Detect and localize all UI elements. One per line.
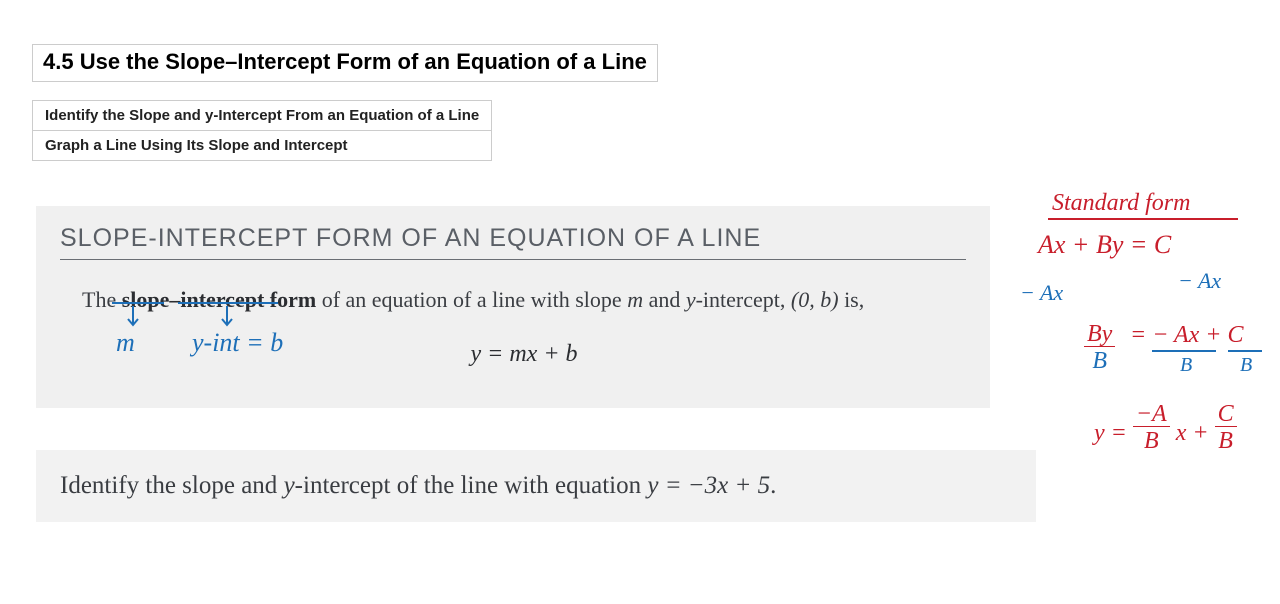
- problem-text: Identify the slope and y-intercept of th…: [60, 472, 1012, 500]
- problem-y: y: [284, 472, 295, 499]
- var-m: m: [627, 287, 643, 312]
- side-eq3: y = −AB x + CB: [1094, 402, 1237, 456]
- problem-lead2: -intercept of the line with equation: [295, 472, 648, 499]
- side-eq2-den1: B: [1180, 354, 1192, 377]
- eq3-f2-num: C: [1215, 402, 1237, 427]
- eq2-lhs-den: B: [1084, 347, 1115, 376]
- objective-item: Graph a Line Using Its Slope and Interce…: [33, 130, 491, 160]
- side-eq1: Ax + By = C: [1038, 230, 1171, 260]
- side-eq2-den2: B: [1240, 354, 1252, 377]
- section-heading: 4.5 Use the Slope–Intercept Form of an E…: [32, 44, 658, 82]
- eq3-f2-den: B: [1215, 427, 1237, 456]
- definition-title: SLOPE-INTERCEPT FORM OF AN EQUATION OF A…: [60, 224, 966, 260]
- objectives-box: Identify the Slope and y-Intercept From …: [32, 100, 492, 161]
- def-text: and: [643, 287, 686, 312]
- eq3-mid: x +: [1176, 420, 1209, 446]
- problem-lead: Identify the slope and: [60, 472, 284, 499]
- underline-slope: [112, 300, 172, 314]
- def-text: of an equation of a line with slope: [316, 287, 627, 312]
- eq3-lhs: y =: [1094, 420, 1127, 446]
- var-y: y: [686, 287, 696, 312]
- objective-item: Identify the Slope and y-Intercept From …: [33, 101, 491, 130]
- def-text: -intercept,: [696, 287, 791, 312]
- def-text: is,: [839, 287, 865, 312]
- definition-body: The slope–intercept form of an equation …: [60, 282, 966, 374]
- arrow-down-intercept: [220, 306, 234, 330]
- side-title-underline: [1048, 218, 1238, 220]
- eq2-rhs-line2: [1228, 350, 1262, 352]
- definition-formula: y = mx + b: [82, 335, 966, 373]
- side-sub-right: − Ax: [1178, 268, 1221, 294]
- eq2-rhs-top: = − Ax + C: [1130, 322, 1243, 348]
- eq2-lhs-num: By: [1084, 322, 1115, 347]
- problem-box: Identify the slope and y-intercept of th…: [36, 450, 1036, 522]
- side-title: Standard form: [1052, 190, 1190, 217]
- eq3-f1-num: −A: [1133, 402, 1170, 427]
- side-eq2-rhs: = − Ax + C: [1130, 322, 1243, 349]
- problem-period: .: [770, 472, 776, 499]
- eq3-f1-den: B: [1133, 427, 1170, 456]
- side-eq2-lhs: ByB: [1084, 322, 1115, 376]
- side-notes: Standard form Ax + By = C − Ax − Ax ByB …: [1020, 180, 1280, 480]
- arrow-down-slope: [126, 306, 140, 330]
- point-0b: (0, b): [791, 287, 839, 312]
- eq2-rhs-line1: [1152, 350, 1216, 352]
- problem-equation: y = −3x + 5: [647, 472, 770, 499]
- side-sub-left: − Ax: [1020, 280, 1063, 306]
